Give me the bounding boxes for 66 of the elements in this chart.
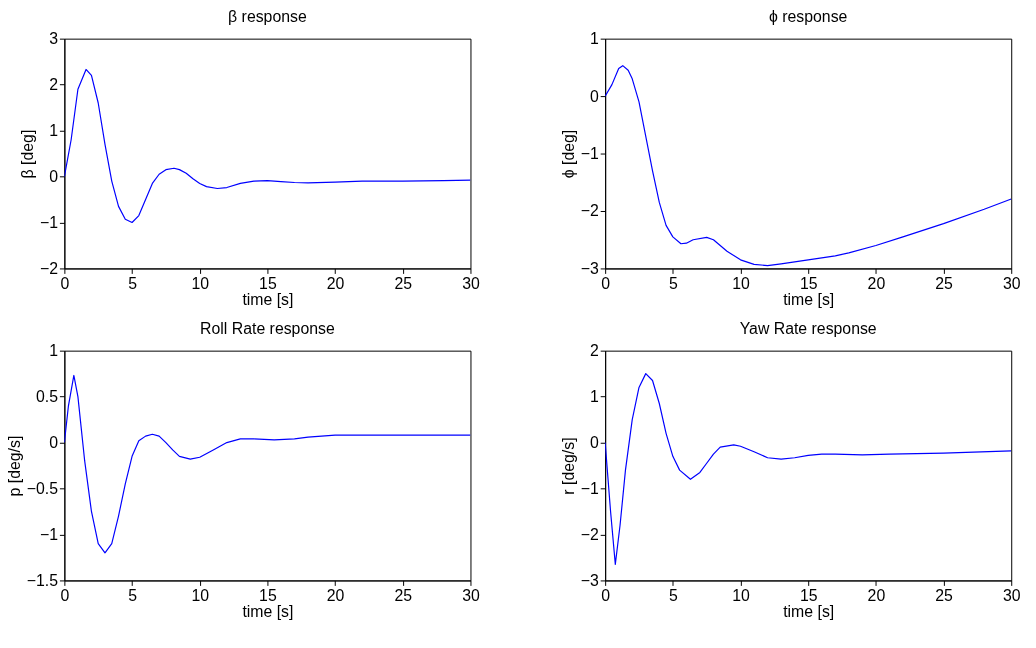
x-tick-label: 5: [668, 586, 678, 604]
x-axis-title: time [s]: [242, 290, 294, 308]
y-tick-label: −1: [39, 213, 59, 231]
line-series: [64, 68, 471, 224]
x-tick-label: 15: [259, 586, 277, 604]
x-tick-label: 0: [60, 274, 70, 292]
y-tick-label: 3: [49, 30, 59, 48]
x-tick-label: 20: [326, 586, 345, 604]
chart-title: Roll Rate response: [200, 319, 335, 337]
y-tick-label: 1: [589, 30, 599, 48]
x-tick-label: 25: [394, 586, 413, 604]
x-tick-label: 5: [128, 586, 138, 604]
y-tick-label: −3: [580, 259, 599, 277]
y-tick-label: −1: [39, 525, 59, 543]
x-axis-title: time [s]: [242, 602, 294, 620]
y-tick-label: 0.5: [35, 388, 59, 406]
line-series: [64, 374, 471, 554]
x-tick-label: 0: [601, 274, 611, 292]
x-tick-label: 25: [935, 274, 954, 292]
y-axis-title: ϕ [deg]: [559, 129, 577, 179]
line-series: [605, 373, 1012, 565]
y-tick-label: −2: [580, 525, 599, 543]
y-tick-label: −2: [39, 259, 58, 277]
x-tick-label: 0: [601, 586, 611, 604]
x-tick-label: 25: [394, 274, 413, 292]
x-tick-label: 15: [259, 274, 277, 292]
y-tick-label: 2: [589, 342, 599, 360]
y-axis-title: p [deg/s]: [5, 435, 23, 497]
y-tick-label: 0: [49, 167, 59, 185]
y-tick-label: 1: [49, 122, 59, 140]
x-tick-label: 30: [1002, 586, 1021, 604]
x-tick-label: 0: [60, 586, 70, 604]
x-tick-label: 25: [935, 586, 954, 604]
x-tick-label: 30: [462, 586, 480, 604]
x-tick-label: 15: [799, 586, 818, 604]
x-axis-title: time [s]: [783, 602, 835, 620]
chart-title: β response: [228, 7, 307, 25]
x-tick-label: 20: [867, 586, 886, 604]
y-tick-label: −3: [580, 571, 599, 589]
x-tick-label: 15: [799, 274, 818, 292]
y-axis-title: r [deg/s]: [559, 437, 577, 495]
y-tick-label: 1: [589, 388, 599, 406]
y-tick-label: −0.5: [26, 479, 59, 497]
chart-title: Yaw Rate response: [739, 319, 877, 337]
x-tick-label: 10: [732, 586, 751, 604]
y-tick-label: −2: [580, 202, 599, 220]
x-tick-label: 10: [732, 274, 751, 292]
chart-title: ϕ response: [769, 7, 848, 25]
y-tick-label: 1: [49, 342, 59, 360]
y-tick-label: 0: [589, 87, 599, 105]
y-tick-label: 0: [49, 434, 59, 452]
x-axis-title: time [s]: [783, 290, 835, 308]
x-tick-label: 20: [326, 274, 345, 292]
x-tick-label: 30: [1002, 274, 1021, 292]
y-tick-label: −1.5: [26, 571, 59, 589]
x-tick-label: 5: [128, 274, 138, 292]
x-tick-label: 30: [462, 274, 480, 292]
x-tick-label: 10: [191, 274, 210, 292]
x-tick-label: 10: [191, 586, 210, 604]
y-tick-label: 2: [49, 76, 58, 94]
x-tick-label: 20: [867, 274, 886, 292]
y-tick-label: 0: [589, 434, 599, 452]
y-axis-title: β [deg]: [18, 129, 36, 179]
y-tick-label: −1: [580, 479, 599, 497]
x-tick-label: 5: [668, 274, 678, 292]
y-tick-label: −1: [580, 145, 599, 162]
